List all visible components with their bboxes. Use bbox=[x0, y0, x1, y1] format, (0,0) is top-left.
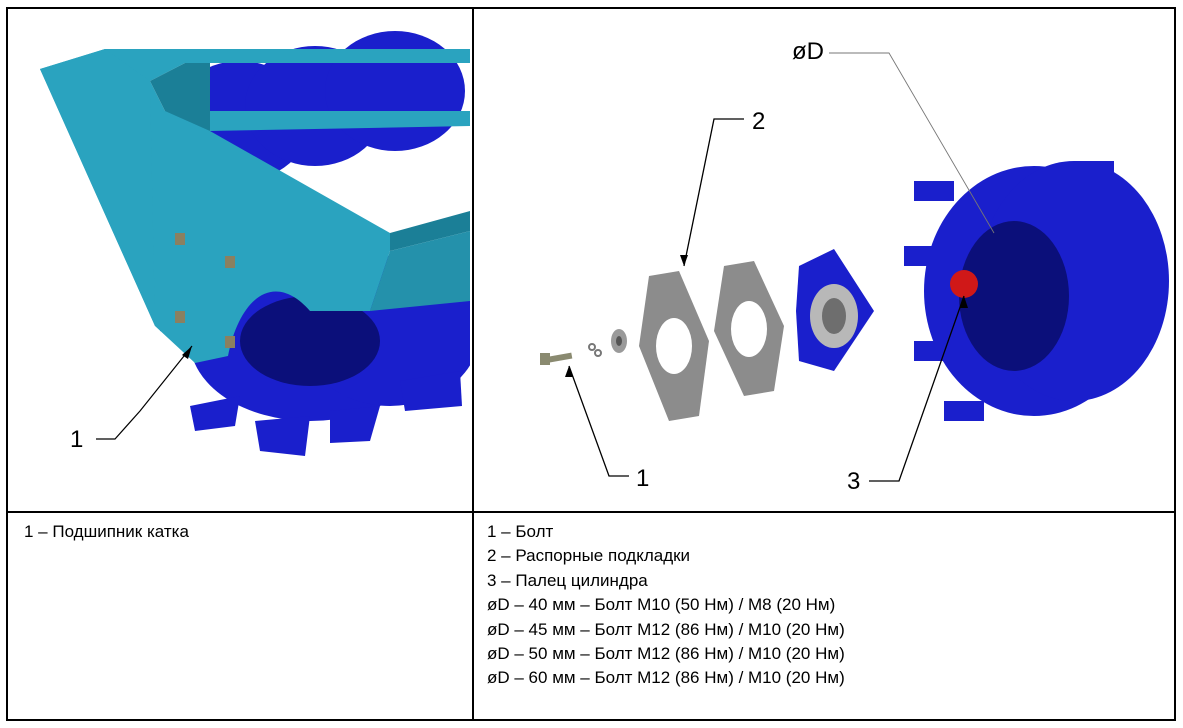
leader-line-diameter bbox=[829, 52, 995, 234]
leader-arrowhead-1 bbox=[182, 346, 192, 359]
leader-line-2 bbox=[683, 118, 744, 267]
illustration-table: 1 bbox=[6, 7, 1176, 721]
callout-3: 3 bbox=[847, 468, 860, 495]
callout-1: 1 bbox=[636, 465, 649, 492]
leader-line-3 bbox=[869, 295, 965, 482]
table-row-divider bbox=[8, 511, 1174, 513]
callout-1-left: 1 bbox=[70, 426, 83, 453]
cylinder-pin bbox=[950, 270, 978, 298]
left-caption: 1 – Подшипник катка bbox=[24, 520, 189, 544]
spacer-assembly-figure: øD 2 1 3 bbox=[474, 11, 1174, 509]
leader-line-1 bbox=[96, 345, 193, 440]
legend-line-d40: øD – 40 мм – Болт M10 (50 Нм) / M8 (20 Н… bbox=[487, 595, 836, 615]
right-legend: 1 – Болт 2 – Распорные подкладки 3 – Пал… bbox=[487, 520, 845, 691]
leader-arrowhead-3 bbox=[960, 296, 968, 308]
table-column-divider bbox=[472, 9, 474, 719]
spacer-shim-2 bbox=[714, 261, 784, 396]
bolt-set bbox=[540, 329, 627, 365]
leader-arrowhead-2 bbox=[680, 255, 688, 266]
roller-bearing-figure: 1 bbox=[10, 11, 470, 509]
legend-line-spacers: 2 – Распорные подкладки bbox=[487, 546, 691, 566]
legend-line-d50: øD – 50 мм – Болт M12 (86 Нм) / M10 (20 … bbox=[487, 644, 845, 664]
legend-line-d60: øD – 60 мм – Болт M12 (86 Нм) / M10 (20 … bbox=[487, 668, 845, 688]
roller-frame bbox=[40, 49, 470, 363]
spacer-shim-1 bbox=[639, 271, 709, 421]
leader-arrowhead-1 bbox=[565, 366, 573, 377]
caption-line: 1 – Подшипник катка bbox=[24, 522, 189, 541]
leader-line-1 bbox=[568, 365, 629, 477]
legend-line-bolt: 1 – Болт bbox=[487, 522, 554, 541]
legend-line-d45: øD – 45 мм – Болт M12 (86 Нм) / M10 (20 … bbox=[487, 619, 845, 639]
flange-bearing bbox=[796, 249, 874, 371]
legend-line-cylinder-pin: 3 – Палец цилиндра bbox=[487, 570, 648, 590]
roller-assembly bbox=[904, 161, 1169, 421]
callout-2: 2 bbox=[752, 108, 765, 135]
callout-diameter: øD bbox=[792, 38, 824, 65]
